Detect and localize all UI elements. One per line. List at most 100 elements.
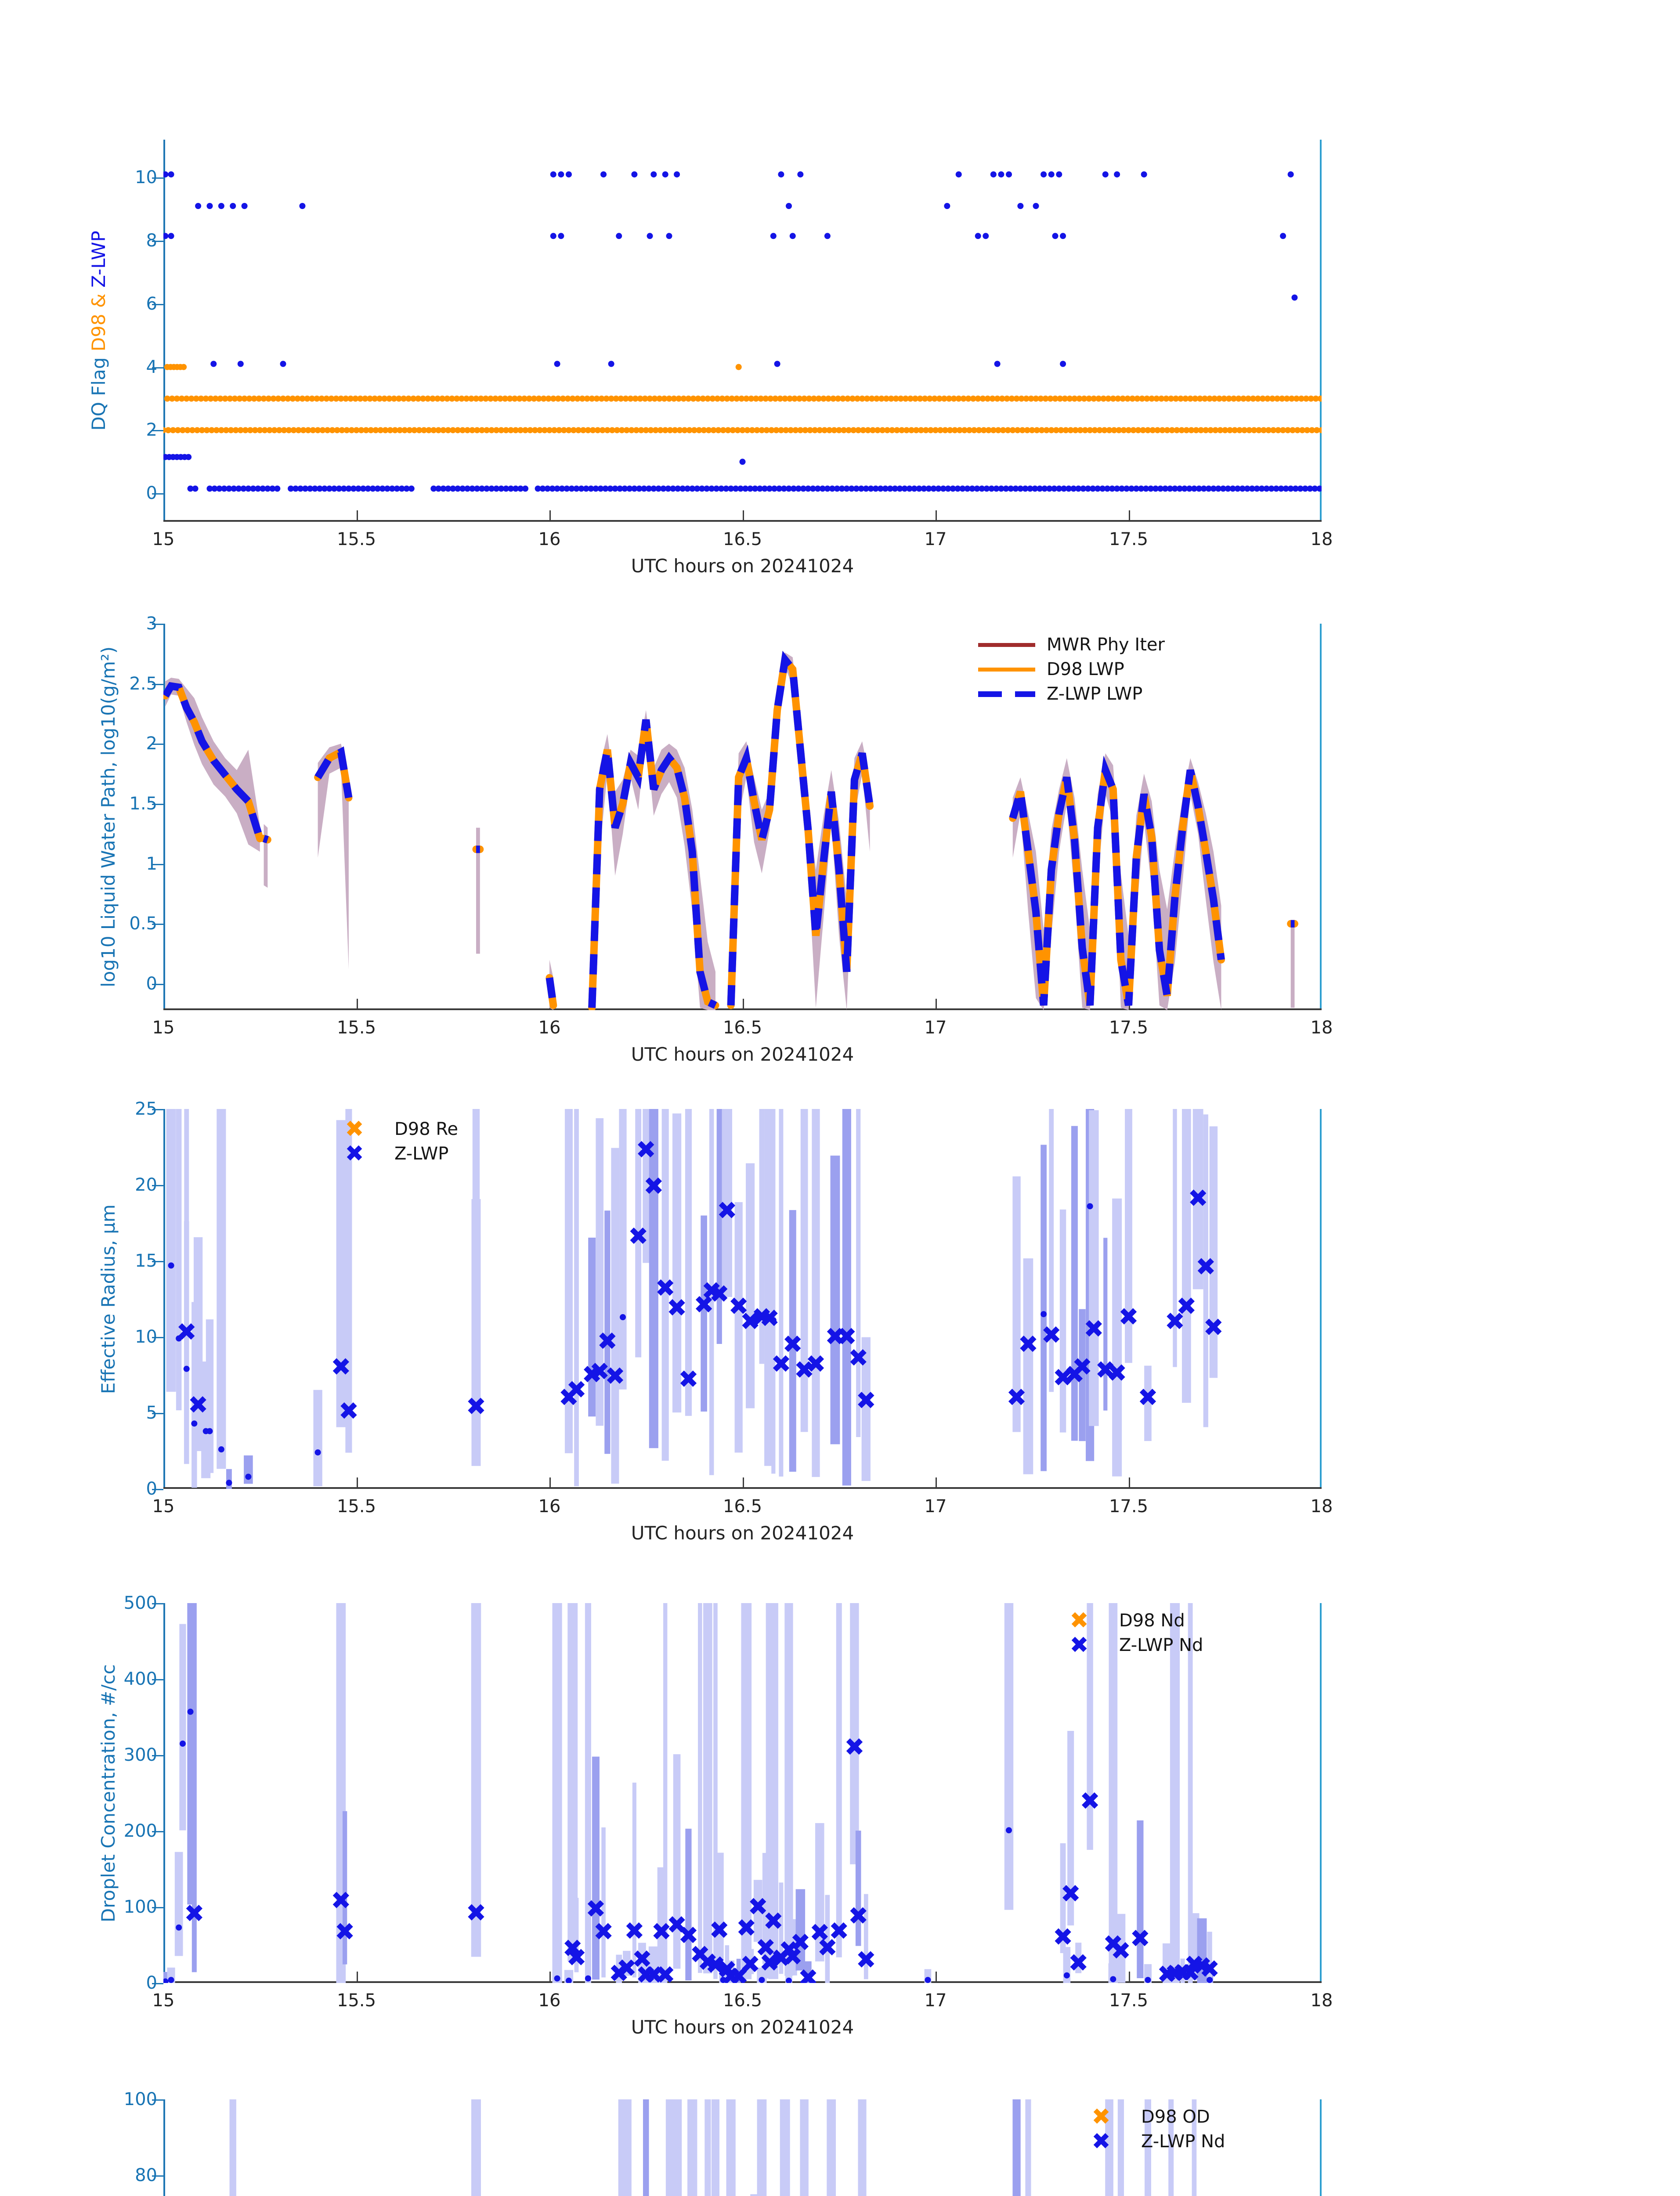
dq-flag-dot bbox=[643, 427, 649, 433]
dq-flag-dot bbox=[780, 485, 787, 492]
dq-flag-dot bbox=[650, 171, 657, 178]
dq-flag-dot bbox=[1037, 395, 1044, 402]
dq-flag-dot bbox=[1138, 485, 1145, 492]
data-point-small bbox=[925, 1977, 931, 1983]
panel-od-legend-item: ✖ D98 OD bbox=[1073, 2104, 1225, 2130]
panel-re-legend-item: ✖ Z-LWP bbox=[326, 1141, 458, 1167]
dq-flag-dot bbox=[450, 427, 456, 433]
dq-flag-dot bbox=[1217, 427, 1224, 433]
panel-re-yticklabel: 25 bbox=[135, 1099, 157, 1119]
dq-flag-dot bbox=[1027, 485, 1033, 492]
dq-flag-dot bbox=[251, 395, 257, 402]
dq-flag-dot bbox=[1114, 171, 1120, 178]
dq-flag-dot bbox=[1308, 395, 1314, 402]
data-point-small bbox=[620, 1314, 626, 1321]
dq-flag-dot bbox=[1299, 427, 1306, 433]
z-lwp-lwp-line bbox=[163, 682, 264, 840]
dq-flag-dot bbox=[800, 485, 806, 492]
dq-flag-dot bbox=[454, 395, 460, 402]
uncertainty-band bbox=[711, 2099, 720, 2196]
dq-flag-dot bbox=[168, 171, 174, 178]
dq-flag-dot bbox=[762, 485, 768, 492]
dq-flag-dot bbox=[974, 485, 980, 492]
dq-flag-dot bbox=[440, 427, 447, 433]
dq-flag-dot bbox=[621, 485, 628, 492]
dq-flag-dot bbox=[1114, 485, 1120, 492]
dq-flag-dot bbox=[211, 485, 218, 492]
dq-flag-dot bbox=[680, 395, 687, 402]
uncertainty-band bbox=[863, 1894, 868, 1979]
dq-flag-dot bbox=[1215, 485, 1221, 492]
dq-flag-dot bbox=[941, 395, 947, 402]
dq-flag-dot bbox=[565, 427, 572, 433]
data-point-small bbox=[585, 1975, 591, 1982]
dq-flag-dot bbox=[181, 364, 187, 370]
dq-flag-dot bbox=[1285, 427, 1291, 433]
uncertainty-band bbox=[472, 1109, 480, 1451]
dq-flag-dot bbox=[314, 395, 320, 402]
dq-flag-dot bbox=[1018, 395, 1025, 402]
dq-flag-dot bbox=[1193, 427, 1199, 433]
dq-flag-dot bbox=[743, 395, 750, 402]
dq-flag-dot bbox=[484, 485, 490, 492]
uncertainty-band bbox=[701, 1215, 707, 1412]
dq-flag-dot bbox=[1168, 395, 1174, 402]
uncertainty-band bbox=[1012, 1176, 1021, 1432]
uncertainty-band bbox=[191, 1603, 197, 1972]
panel-lwp-left-spine bbox=[163, 624, 165, 1010]
panel-lwp-xticklabel: 17.5 bbox=[1109, 1018, 1149, 1038]
dq-flag-dot bbox=[309, 395, 315, 402]
dq-flag-dot bbox=[445, 427, 452, 433]
panel-lwp-xtick bbox=[742, 999, 744, 1010]
uncertainty-band bbox=[1137, 1820, 1144, 1979]
data-point-marker: ✖ bbox=[1165, 1307, 1185, 1336]
dq-flag-dot bbox=[274, 485, 281, 492]
panel-lwp-legend-label-0: MWR Phy Iter bbox=[1047, 635, 1165, 655]
dq-flag-dot bbox=[372, 395, 378, 402]
dq-flag-dot bbox=[1279, 395, 1285, 402]
panel-nd-yticklabel: 100 bbox=[123, 1897, 157, 1917]
data-point-marker: ✖ bbox=[655, 1961, 676, 1990]
uncertainty-band bbox=[1012, 2099, 1021, 2196]
data-point-marker: ✖ bbox=[779, 1936, 799, 1965]
dq-flag-dot bbox=[656, 395, 663, 402]
uncertainty-band bbox=[713, 1603, 718, 1979]
dq-flag-dot bbox=[796, 395, 803, 402]
data-point-marker: ✖ bbox=[844, 1733, 865, 1762]
panel-re-legend-marker-0: ✖ bbox=[345, 1116, 364, 1142]
data-point-marker: ✖ bbox=[825, 1323, 845, 1351]
dq-flag-dot bbox=[435, 427, 442, 433]
data-point-marker: ✖ bbox=[771, 1350, 791, 1379]
dq-flag-dot bbox=[401, 427, 408, 433]
dq-flag-dot bbox=[189, 427, 195, 433]
dq-flag-dot bbox=[575, 427, 582, 433]
dq-flag-dot bbox=[657, 427, 664, 433]
dq-flag-dot bbox=[1229, 485, 1236, 492]
dq-flag-dot bbox=[459, 427, 466, 433]
dq-flag-dot bbox=[464, 427, 471, 433]
panel-lwp-xlabel: UTC hours on 20241024 bbox=[631, 1044, 854, 1065]
dq-flag-dot bbox=[1183, 427, 1190, 433]
panel-od-yticklabel: 80 bbox=[135, 2165, 157, 2185]
dq-flag-dot bbox=[627, 395, 634, 402]
dq-flag-dot bbox=[521, 395, 527, 402]
data-point-marker: ✖ bbox=[809, 1918, 830, 1947]
dq-flag-dot bbox=[550, 395, 556, 402]
dq-flag-dot bbox=[1013, 395, 1020, 402]
dq-flag-dot bbox=[632, 395, 639, 402]
dq-flag-dot bbox=[931, 395, 938, 402]
data-point-small bbox=[179, 1741, 186, 1747]
dq-flag-dot bbox=[691, 427, 697, 433]
dq-flag-dot bbox=[633, 427, 639, 433]
uncertainty-band bbox=[166, 1109, 176, 1392]
dq-flag-dot bbox=[544, 485, 551, 492]
dq-flag-dot bbox=[739, 427, 746, 433]
dq-flag-dot bbox=[473, 395, 479, 402]
dq-flag-dot bbox=[863, 485, 869, 492]
dq-flag-dot bbox=[628, 427, 635, 433]
dq-flag-dot bbox=[188, 395, 195, 402]
dq-flag-dot bbox=[776, 485, 783, 492]
panel-lwp-ytick bbox=[152, 803, 163, 805]
dq-flag-dot bbox=[849, 395, 856, 402]
dq-flag-dot bbox=[339, 427, 345, 433]
